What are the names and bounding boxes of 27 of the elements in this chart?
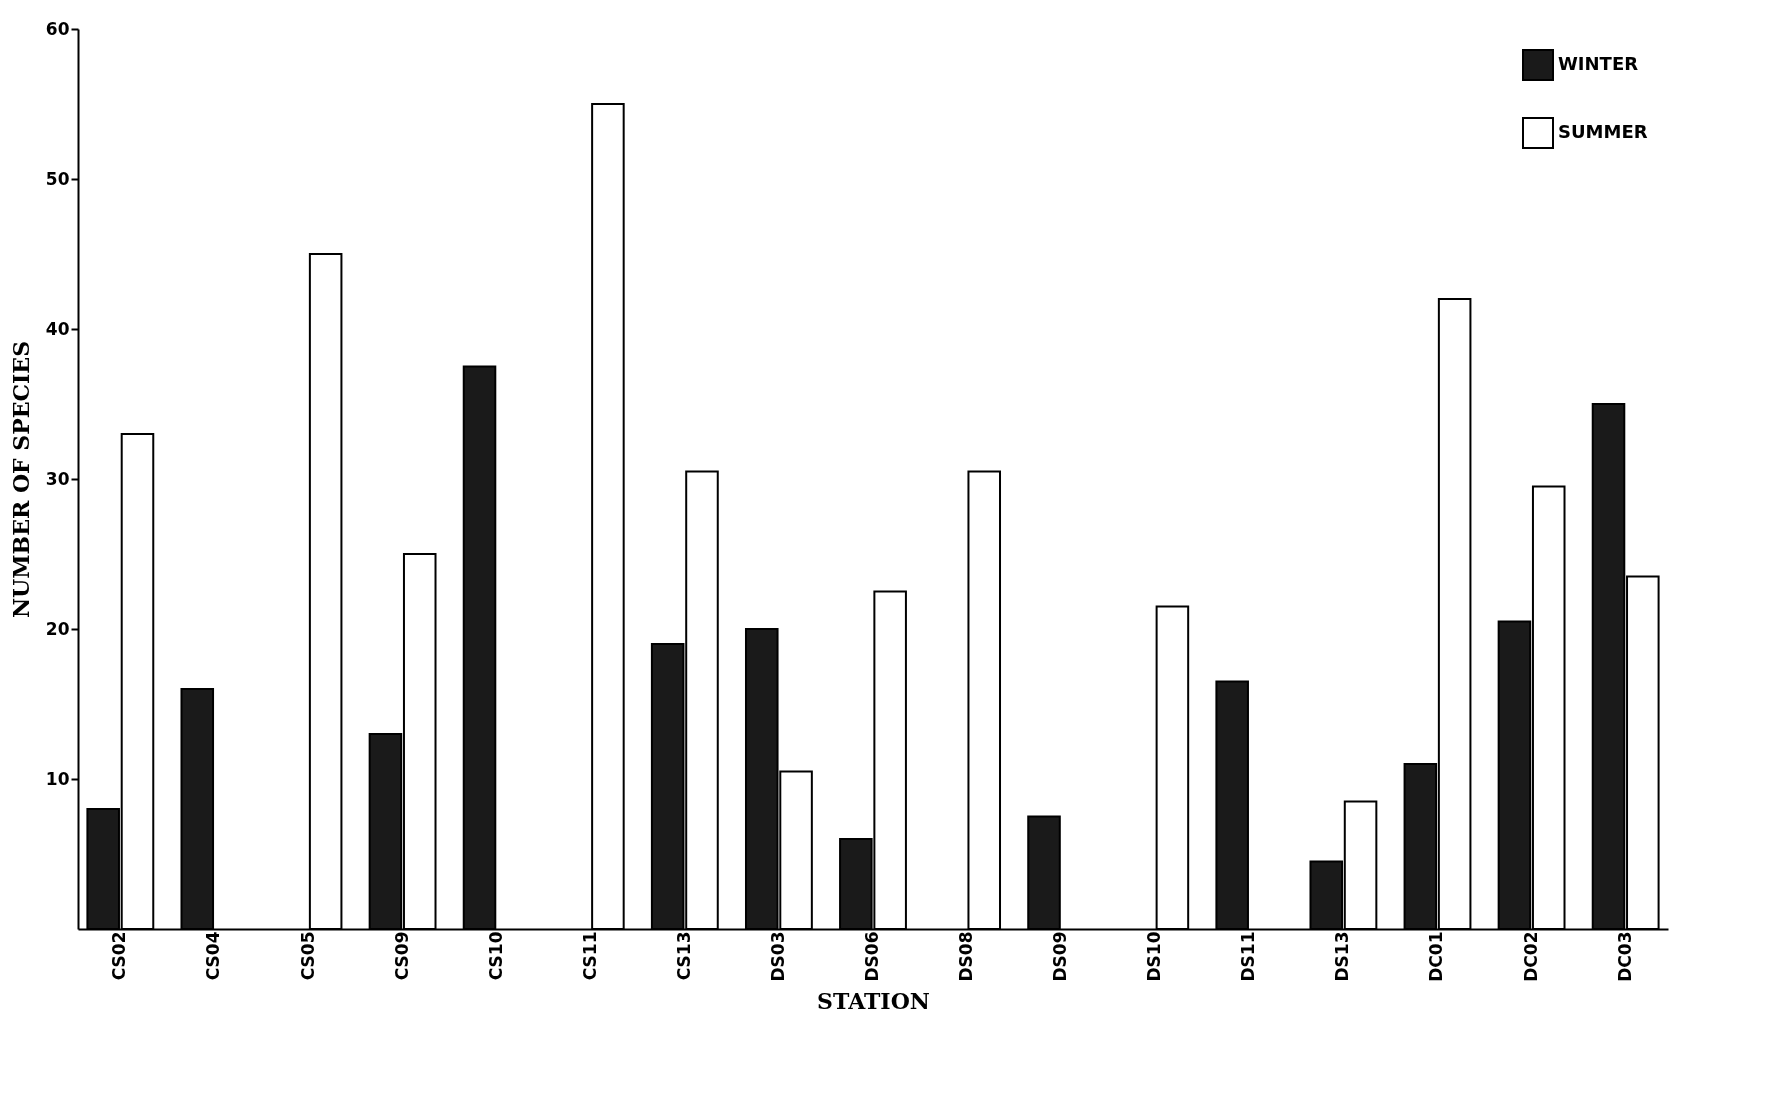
x-tick-label: DS08 [956, 931, 977, 982]
y-tick-label: 30 [45, 468, 70, 489]
x-tick-label: CS11 [579, 931, 600, 981]
y-tick-label: 20 [45, 618, 70, 639]
x-tick-label: DS11 [1238, 931, 1259, 982]
x-tick-label: CS09 [391, 931, 412, 981]
x-tick-label: DS06 [862, 931, 882, 982]
legend-label: WINTER [1558, 53, 1639, 74]
y-tick-label: 40 [45, 318, 70, 339]
x-tick-label: CS13 [673, 931, 694, 981]
x-axis-title: STATION [817, 987, 930, 1014]
y-axis-title: NUMBER OF SPECIES [7, 340, 34, 619]
x-tick-label: CS04 [203, 931, 224, 981]
x-tick-label: DC03 [1614, 931, 1635, 982]
x-tick-label: DS03 [767, 931, 788, 982]
y-tick-label: 10 [45, 768, 70, 789]
x-tick-label: DS09 [1050, 931, 1071, 982]
y-tick-label: 50 [45, 168, 70, 189]
x-tick-label: DS10 [1144, 931, 1165, 982]
x-tick-label: CS02 [109, 931, 130, 981]
y-tick-label: 60 [45, 18, 70, 39]
x-tick-label: CS05 [297, 931, 318, 981]
legend-label: SUMMER [1558, 121, 1648, 142]
x-tick-label: DC02 [1520, 931, 1541, 982]
x-tick-label: DC01 [1426, 931, 1447, 982]
x-tick-label: CS10 [485, 931, 506, 981]
x-tick-label: DS13 [1332, 931, 1353, 982]
